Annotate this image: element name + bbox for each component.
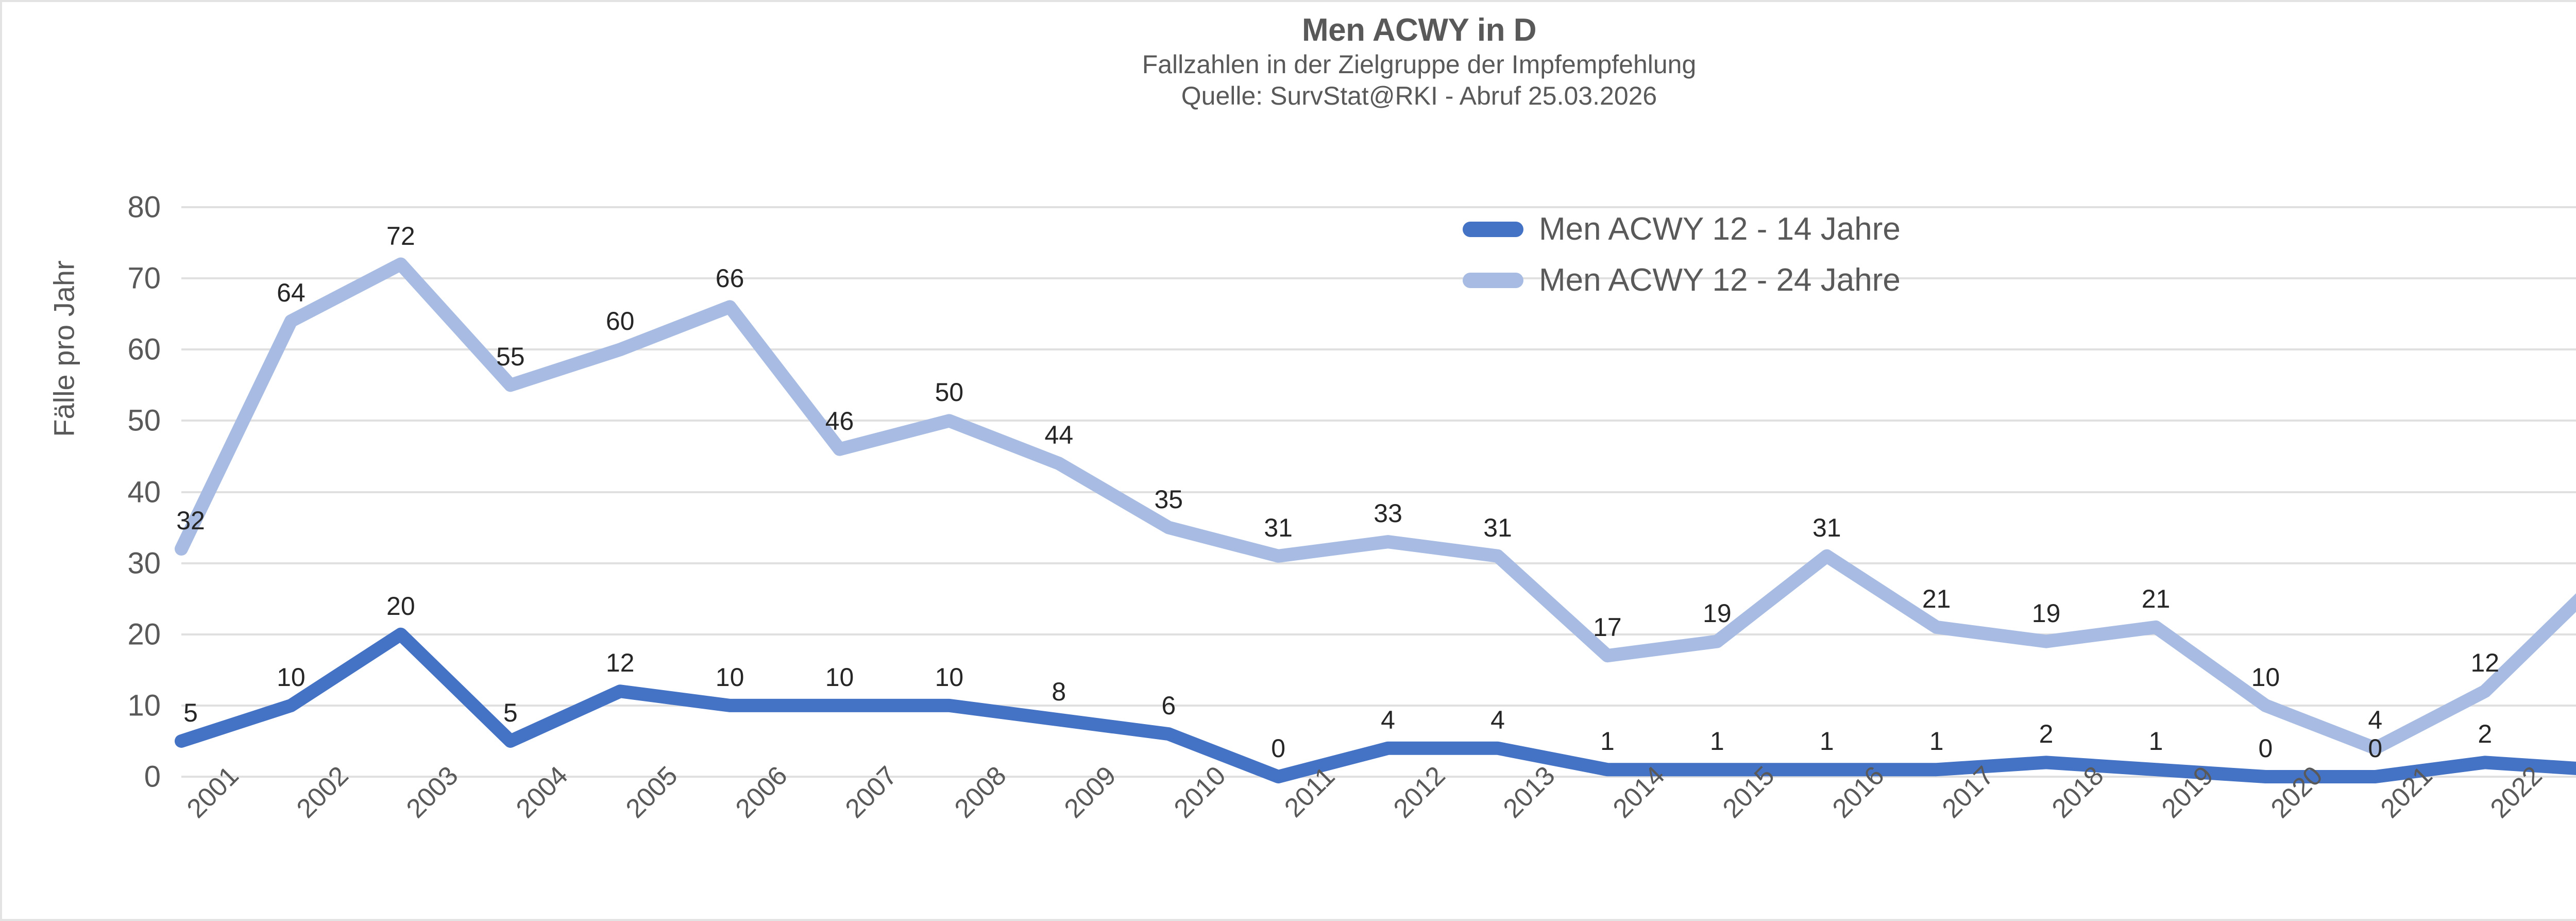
gridline [181, 776, 2576, 778]
legend-item[interactable]: Men ACWY 12 - 24 Jahre [1463, 262, 1901, 298]
y-axis-tick-label: 40 [127, 475, 161, 509]
y-axis-tick-label: 50 [127, 404, 161, 438]
legend-label: Men ACWY 12 - 14 Jahre [1539, 211, 1901, 247]
y-axis-tick-label: 70 [127, 261, 161, 295]
gridline [181, 420, 2576, 422]
y-axis-tick-label: 80 [127, 190, 161, 224]
title-block: Men ACWY in D Fallzahlen in der Zielgrup… [2, 11, 2576, 112]
legend-swatch-icon [1463, 221, 1523, 237]
y-axis-tick-label: 20 [127, 617, 161, 651]
gridline [181, 348, 2576, 351]
chart-subtitle: Fallzahlen in der Zielgruppe der Impfemp… [1142, 50, 1697, 79]
y-axis-ticks: 80 70 60 50 40 30 20 10 0 [127, 191, 2576, 794]
gridline [181, 633, 2576, 635]
plot-area [175, 206, 2576, 783]
y-axis-tick-label: 10 [127, 689, 161, 723]
gridline [181, 704, 2576, 707]
y-axis-tick-label: 60 [127, 332, 161, 366]
x-axis-ticks: 2001 2002 2003 2004 2005 2006 2007 2008 2009 2010… [181, 761, 2576, 915]
chart-legend: Men ACWY 12 - 14 Jahre Men ACWY 12 - 24 J… [1463, 211, 1901, 298]
gridline [181, 562, 2576, 564]
legend-swatch-icon [1463, 272, 1523, 288]
series-lines [175, 257, 2576, 783]
page-title: Men ACWY in D [1301, 12, 1537, 48]
y-axis-tick-label: 0 [144, 760, 161, 794]
legend-label: Men ACWY 12 - 24 Jahre [1539, 262, 1901, 298]
gridline [181, 206, 2576, 208]
y-axis-tick-label: 30 [127, 546, 161, 580]
gridlines [181, 206, 2576, 778]
legend-item[interactable]: Men ACWY 12 - 14 Jahre [1463, 211, 1901, 247]
chart-source: Quelle: SurvStat@RKI - Abruf 25.03.2026 [1181, 81, 1657, 111]
series-line [175, 627, 2576, 783]
gridline [181, 491, 2576, 493]
gridline [181, 277, 2576, 280]
series-line [175, 257, 2576, 755]
